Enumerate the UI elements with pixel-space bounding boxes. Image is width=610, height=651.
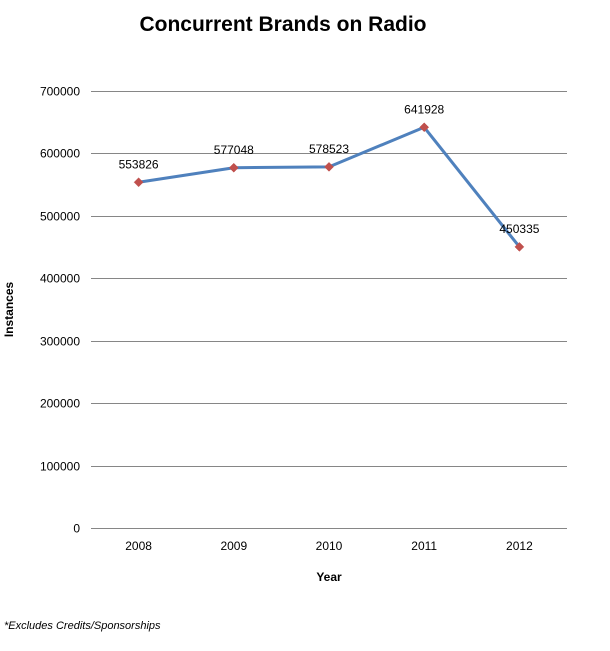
x-tick-label: 2011: [411, 539, 437, 553]
data-point-marker: [514, 242, 525, 252]
x-axis-title: Year: [316, 570, 342, 584]
chart-title: Concurrent Brands on Radio: [139, 13, 426, 36]
x-tick-label: 2009: [220, 539, 247, 553]
y-tick-label: 300000: [40, 335, 80, 349]
gridlines: [91, 91, 567, 529]
data-label: 577048: [214, 143, 254, 157]
y-tick-label: 500000: [40, 210, 80, 224]
data-point-marker: [324, 161, 334, 172]
x-tick-label: 2012: [506, 539, 533, 553]
data-label: 578523: [309, 142, 349, 156]
y-tick-label: 600000: [40, 147, 80, 161]
data-point-marker: [228, 162, 239, 173]
y-tick-label: 700000: [40, 85, 80, 99]
data-label: 641928: [404, 102, 444, 116]
y-tick-label: 400000: [40, 272, 80, 286]
series-group: [133, 122, 525, 252]
data-label: 553826: [119, 157, 159, 171]
x-tick-label: 2010: [316, 539, 343, 553]
y-tick-label: 0: [73, 522, 80, 536]
data-label: 450335: [499, 222, 539, 236]
data-labels: 553826 577048 578523 641928 450335: [119, 102, 540, 236]
y-axis-title: Instances: [2, 281, 16, 337]
footnote: *Excludes Credits/Sponsorships: [4, 620, 161, 632]
y-axis-tick-labels: 0 100000 200000 300000 400000 500000 600000 700…: [40, 85, 80, 536]
data-point-marker: [419, 122, 430, 133]
y-tick-label: 100000: [40, 460, 80, 474]
data-point-marker: [133, 177, 144, 188]
y-tick-label: 200000: [40, 397, 80, 411]
x-tick-label: 2008: [125, 539, 152, 553]
x-axis-tick-labels: 2008 2009 2010 2011 2012: [125, 539, 533, 553]
